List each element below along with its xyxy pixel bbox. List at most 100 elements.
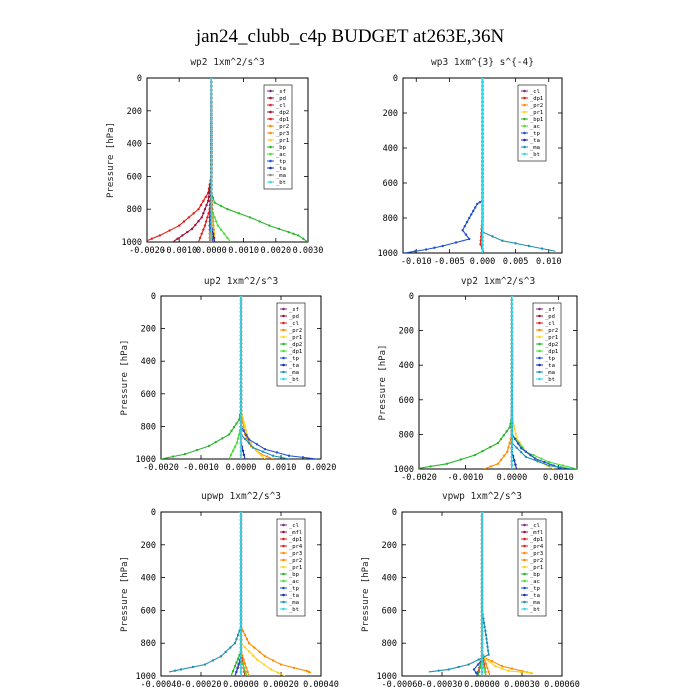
series-marker <box>210 208 213 212</box>
series-marker <box>239 302 243 306</box>
series-marker <box>210 128 213 132</box>
series-marker <box>258 220 261 223</box>
x-tick-label: 0.0000 <box>497 473 528 483</box>
series-marker <box>239 429 243 433</box>
legend-marker <box>282 307 285 311</box>
series-marker <box>499 458 503 461</box>
series-marker <box>510 423 514 426</box>
legend-label: _pr2 <box>530 558 543 564</box>
legend-label: _dp1 <box>545 349 558 355</box>
legend-label: _ac <box>530 579 540 585</box>
series-marker <box>235 441 239 444</box>
series-marker <box>487 660 490 663</box>
legend-marker <box>538 342 541 346</box>
series-line_ma <box>428 512 490 673</box>
series-marker <box>210 232 213 236</box>
series-marker <box>480 574 484 578</box>
series-marker <box>171 455 175 458</box>
series-marker <box>239 366 243 369</box>
legend-marker <box>282 370 285 374</box>
series-marker <box>496 462 500 466</box>
series-marker <box>491 235 494 238</box>
legend-label: _pr2 <box>289 558 302 564</box>
y-tick-label: 1000 <box>122 238 142 248</box>
series-marker <box>506 450 509 453</box>
series-marker <box>477 670 481 674</box>
series-marker <box>480 598 484 602</box>
series-marker <box>239 338 243 341</box>
series-marker <box>210 204 213 208</box>
series-marker <box>476 202 479 206</box>
legend-marker <box>523 593 526 597</box>
series-marker <box>480 558 484 562</box>
y-tick-label: 1000 <box>136 672 156 682</box>
series-marker <box>292 232 295 235</box>
legend-marker <box>538 356 541 360</box>
series-marker <box>481 104 484 108</box>
series-group <box>404 78 556 253</box>
legend-marker <box>538 321 541 325</box>
x-tick-label: 0.0030 <box>293 246 324 256</box>
legend-marker <box>269 110 272 114</box>
y-tick-label: 400 <box>383 144 398 154</box>
series-marker <box>487 670 490 674</box>
legend-marker <box>269 138 272 142</box>
series-marker <box>192 212 195 215</box>
x-tick-label: -0.005 <box>434 257 465 267</box>
series-marker <box>210 136 213 140</box>
series-marker <box>464 233 468 236</box>
legend-marker <box>523 544 526 548</box>
y-tick-label: 0 <box>409 292 414 302</box>
series-marker <box>510 371 514 374</box>
series-marker <box>510 431 514 434</box>
series-marker <box>227 433 231 436</box>
series-marker <box>210 84 213 88</box>
series-marker <box>210 96 213 100</box>
legend-label: _pr2 <box>545 328 558 334</box>
series-marker <box>239 622 243 626</box>
series-marker <box>216 224 220 227</box>
legend-marker <box>538 363 541 367</box>
chart-panel-4: vp2 1xm^2/s^3 Pressure [hPa] -0.0020 -0.001… <box>378 276 578 483</box>
series-marker <box>481 176 484 179</box>
y-tick-label: 600 <box>127 172 142 182</box>
series-marker <box>205 203 208 207</box>
x-tick-label: 0.0010 <box>266 463 297 473</box>
series-marker <box>481 449 484 453</box>
y-tick-label: 0 <box>137 74 142 84</box>
legend-marker <box>538 377 541 381</box>
legend-marker <box>282 565 285 569</box>
legend-label: _mfl <box>289 530 302 536</box>
legend-label: _dp1 <box>530 537 543 543</box>
x-tick-label: 0.010 <box>536 257 562 267</box>
series-marker <box>239 650 243 654</box>
series-group <box>419 296 577 469</box>
x-tick-label: 0.00040 <box>303 680 339 690</box>
y-tick-label: 200 <box>141 325 156 335</box>
series-marker <box>210 236 213 240</box>
y-tick-label: 800 <box>399 430 414 440</box>
series-marker <box>292 666 296 669</box>
series-group <box>168 512 312 676</box>
legend-label: _bt <box>289 607 299 613</box>
plot-frame <box>146 77 309 243</box>
x-tick-label: 0.00060 <box>544 680 580 690</box>
series-marker <box>198 236 202 240</box>
series-marker <box>251 446 255 449</box>
series-marker <box>463 224 467 228</box>
series-marker <box>239 422 243 425</box>
legend-marker <box>538 370 541 374</box>
series-marker <box>481 112 484 115</box>
series-marker <box>213 201 216 204</box>
series-marker <box>480 566 484 570</box>
series-marker <box>239 374 243 377</box>
series-marker <box>510 363 514 366</box>
series-marker <box>510 391 514 394</box>
series-marker <box>481 204 484 207</box>
series-marker <box>481 239 484 243</box>
series-marker <box>510 310 514 314</box>
series-marker <box>239 437 243 441</box>
legend-marker <box>523 103 526 107</box>
legend-marker <box>269 180 272 184</box>
y-tick-label: 800 <box>141 639 156 649</box>
